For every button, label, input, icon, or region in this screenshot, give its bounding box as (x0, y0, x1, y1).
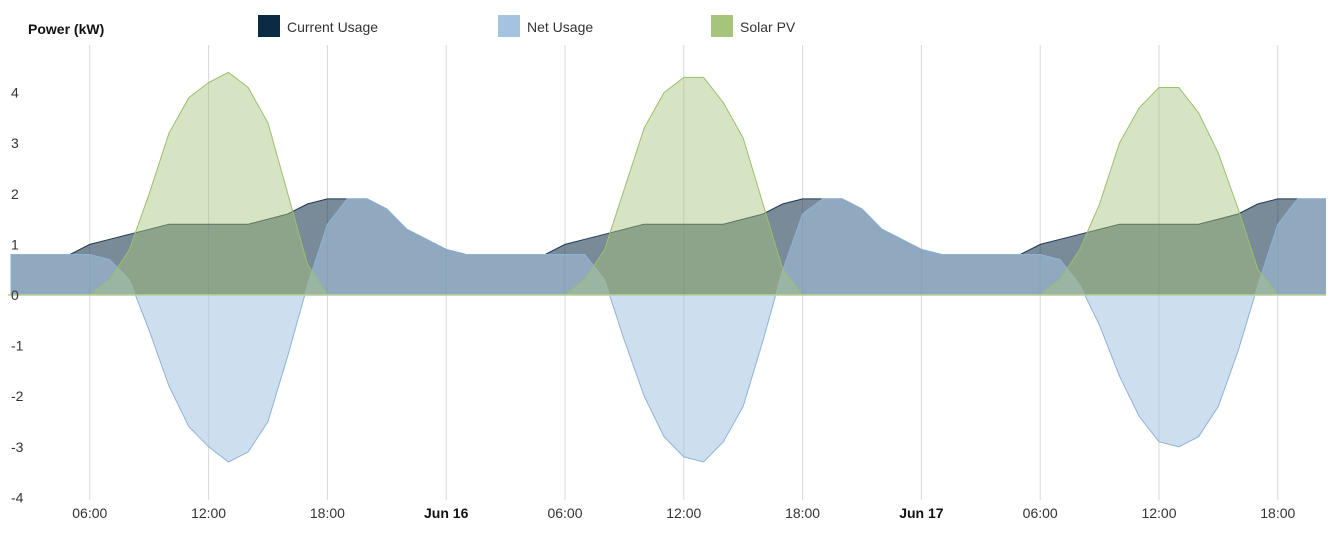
y-tick-label: -4 (11, 489, 24, 505)
y-axis: Power (kW) 4 3 2 1 0 -1 -2 -3 -4 (11, 21, 104, 505)
line-net-usage (10, 198, 1326, 463)
legend-label: Solar PV (740, 19, 796, 35)
line-solar-pv (10, 71, 1326, 296)
x-tick-label: 18:00 (785, 505, 820, 521)
x-tick-label: 18:00 (310, 505, 345, 521)
legend-swatch (258, 15, 280, 37)
x-tick-label: 06:00 (547, 505, 582, 521)
x-tick-label: 12:00 (666, 505, 701, 521)
y-tick-label: -2 (11, 388, 24, 404)
legend-swatch (498, 15, 520, 37)
y-tick-label: 4 (11, 85, 19, 101)
y-tick-label: -1 (11, 338, 24, 354)
legend-item-net-usage[interactable]: Net Usage (498, 15, 593, 37)
y-tick-label: 2 (11, 186, 19, 202)
y-tick-label: 1 (11, 236, 19, 252)
x-tick-label: 18:00 (1260, 505, 1295, 521)
y-tick-label: 3 (11, 135, 19, 151)
x-axis: 06:00 12:00 18:00 Jun 16 06:00 12:00 18:00 Jun … (72, 505, 1295, 521)
area-solar-pv (10, 72, 1327, 296)
y-tick-label: -3 (11, 439, 24, 455)
x-tick-label: 12:00 (191, 505, 226, 521)
x-tick-label: 06:00 (72, 505, 107, 521)
x-tick-label: 12:00 (1141, 505, 1176, 521)
x-tick-label: 06:00 (1023, 505, 1058, 521)
series-areas (8, 71, 1327, 463)
line-current-usage (10, 198, 1326, 255)
y-tick-label: 0 (11, 287, 19, 303)
area-net-usage (10, 198, 1327, 462)
legend-swatch (711, 15, 733, 37)
legend-item-solar-pv[interactable]: Solar PV (711, 15, 796, 37)
x-tick-label: Jun 16 (424, 505, 469, 521)
legend-label: Current Usage (287, 19, 378, 35)
legend-item-current-usage[interactable]: Current Usage (258, 15, 378, 37)
x-tick-label: Jun 17 (899, 505, 944, 521)
y-axis-label: Power (kW) (28, 21, 104, 37)
legend[interactable]: Current Usage Net Usage Solar PV (258, 15, 796, 37)
legend-label: Net Usage (527, 19, 593, 35)
